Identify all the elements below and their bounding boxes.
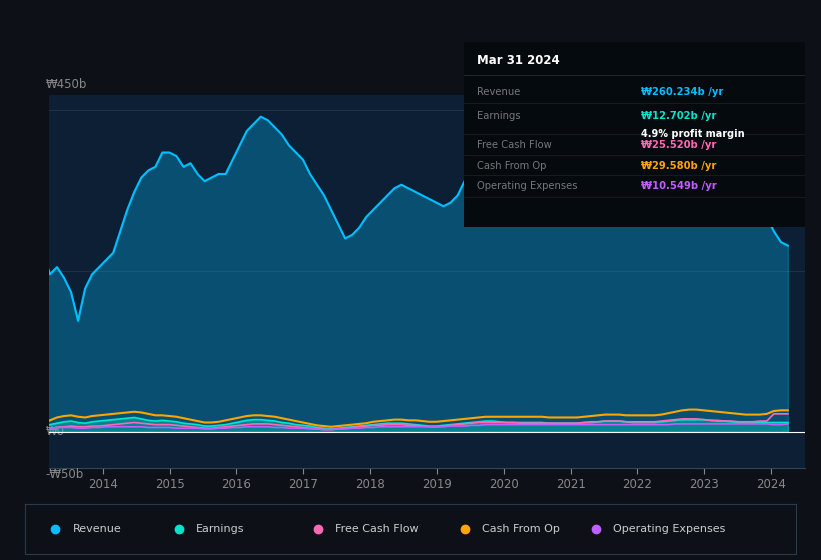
Text: Earnings: Earnings bbox=[196, 524, 245, 534]
Text: Free Cash Flow: Free Cash Flow bbox=[478, 141, 553, 151]
Text: ₩12.702b /yr: ₩12.702b /yr bbox=[641, 111, 717, 121]
Text: ₩10.549b /yr: ₩10.549b /yr bbox=[641, 181, 717, 191]
Text: -₩50b: -₩50b bbox=[45, 468, 84, 480]
Text: Mar 31 2024: Mar 31 2024 bbox=[478, 54, 560, 67]
Text: Free Cash Flow: Free Cash Flow bbox=[335, 524, 419, 534]
Text: ₩450b: ₩450b bbox=[45, 78, 87, 91]
Text: Earnings: Earnings bbox=[478, 111, 521, 121]
Text: Revenue: Revenue bbox=[72, 524, 122, 534]
Text: ₩0: ₩0 bbox=[45, 425, 65, 438]
Text: Cash From Op: Cash From Op bbox=[481, 524, 559, 534]
Text: ₩260.234b /yr: ₩260.234b /yr bbox=[641, 87, 723, 97]
Text: Operating Expenses: Operating Expenses bbox=[478, 181, 578, 191]
Text: ₩29.580b /yr: ₩29.580b /yr bbox=[641, 161, 717, 171]
Text: Operating Expenses: Operating Expenses bbox=[612, 524, 725, 534]
Text: Cash From Op: Cash From Op bbox=[478, 161, 547, 171]
Text: 4.9% profit margin: 4.9% profit margin bbox=[641, 129, 745, 139]
Text: Revenue: Revenue bbox=[478, 87, 521, 97]
Text: ₩25.520b /yr: ₩25.520b /yr bbox=[641, 141, 717, 151]
